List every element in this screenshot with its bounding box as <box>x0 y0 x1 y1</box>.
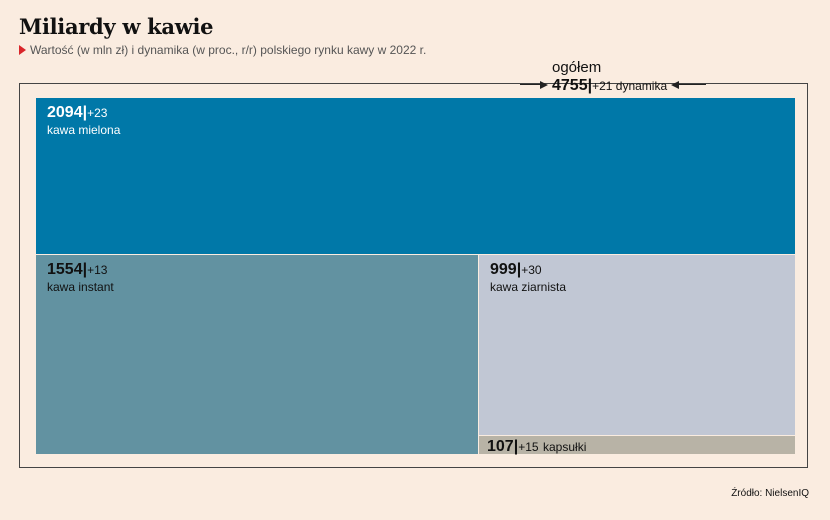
cell-name: kapsułki <box>543 440 587 454</box>
total-label-group: ogółem 4755|+21 dynamika <box>552 60 667 94</box>
cell-value: 1554 <box>47 261 83 278</box>
cell-header: 1554|+13 <box>47 261 108 278</box>
total-value: 4755| <box>552 77 593 94</box>
total-label: ogółem <box>552 59 602 76</box>
red-triangle-icon <box>19 45 26 55</box>
cell-change: +30 <box>521 263 542 277</box>
cell-header: 107|+15 kapsułki <box>487 438 587 455</box>
chart-title: Miliardy w kawie <box>19 14 214 39</box>
cell-change: +23 <box>87 106 108 120</box>
total-frame <box>19 83 808 468</box>
cell-value: 999 <box>490 261 517 278</box>
cell-header: 999|+30 <box>490 261 542 278</box>
treemap-cell-kapsulki: 107|+15 kapsułki <box>479 436 795 455</box>
total-arrow-right-line <box>676 84 706 85</box>
chart-subtitle: Wartość (w mln zł) i dynamika (w proc., … <box>19 43 426 57</box>
cell-change: +15 <box>518 440 539 454</box>
treemap-cell-kawa-instant: 1554|+13 kawa instant <box>36 255 478 454</box>
cell-name: kawa ziarnista <box>490 280 567 294</box>
arrow-right-icon <box>540 81 548 89</box>
total-arrow-left-line <box>520 84 545 85</box>
cell-name: kawa instant <box>47 280 114 294</box>
treemap-cell-kawa-ziarnista: 999|+30 kawa ziarnista <box>479 255 795 435</box>
total-change: +21 dynamika <box>592 79 668 93</box>
cell-name: kawa mielona <box>47 123 121 137</box>
cell-change: +13 <box>87 263 108 277</box>
treemap-cell-kawa-mielona: 2094|+23 kawa mielona <box>36 98 795 254</box>
cell-header: 2094|+23 <box>47 104 108 121</box>
source-note: Źródło: NielsenIQ <box>731 488 809 499</box>
arrow-left-icon <box>671 81 679 89</box>
cell-value: 2094 <box>47 104 83 121</box>
subtitle-text: Wartość (w mln zł) i dynamika (w proc., … <box>30 43 427 57</box>
cell-value: 107 <box>487 438 514 455</box>
